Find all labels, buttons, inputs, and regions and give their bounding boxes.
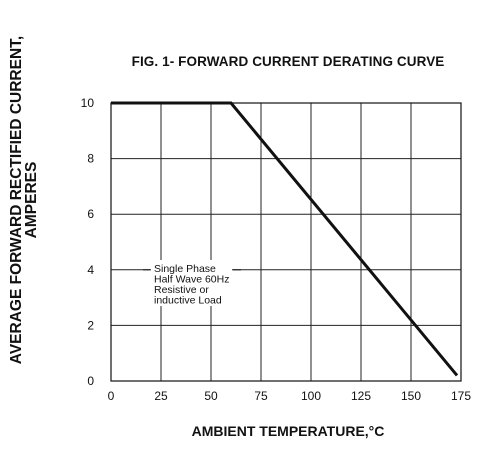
x-tick-label-125: 125 xyxy=(351,389,371,403)
chart-title: FIG. 1- FORWARD CURRENT DERATING CURVE xyxy=(131,54,445,69)
y-tick-label-4: 4 xyxy=(87,263,94,277)
x-tick-label-175: 175 xyxy=(451,389,471,403)
annotation-line-3: Resistive or xyxy=(154,284,209,296)
x-tick-label-50: 50 xyxy=(204,389,218,403)
x-tick-label-100: 100 xyxy=(301,389,321,403)
x-tick-label-0: 0 xyxy=(108,389,115,403)
y-tick-label-2: 2 xyxy=(87,318,94,332)
y-tick-label-0: 0 xyxy=(87,374,94,388)
annotation-backdrop xyxy=(150,260,232,306)
y-tick-label-6: 6 xyxy=(87,207,94,221)
derating-curve-line xyxy=(111,101,459,377)
annotation-line-1: Single Phase xyxy=(154,263,216,275)
annotation-line-4: inductive Load xyxy=(154,295,222,307)
y-tick-label-10: 10 xyxy=(81,96,95,110)
y-tick-label-8: 8 xyxy=(87,152,94,166)
x-axis-label: AMBIENT TEMPERATURE,°C xyxy=(191,423,385,439)
x-tick-label-75: 75 xyxy=(254,389,268,403)
annotation-line-2: Half Wave 60Hz xyxy=(154,274,229,286)
plot-frame xyxy=(110,102,462,382)
x-tick-label-25: 25 xyxy=(154,389,168,403)
x-tick-label-150: 150 xyxy=(401,389,421,403)
